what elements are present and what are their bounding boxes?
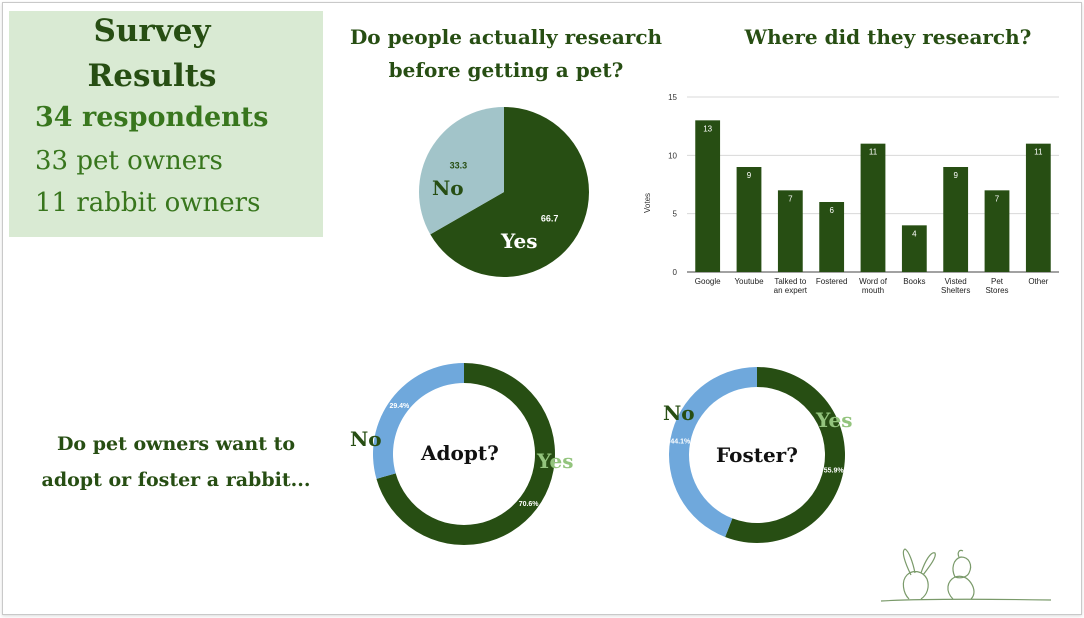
research-sources-bar-chart: 0 5 10 15 13 9 7 6 11 4 9 7 11 Google Youtube Talked … [643, 93, 1059, 295]
adopt-no-label: No [350, 427, 382, 451]
y-axis-label: Votes [643, 193, 652, 213]
bar-books [901, 225, 927, 272]
foster-donut-slice-yes [725, 367, 845, 543]
bar-youtube [736, 167, 762, 272]
bar-pet-stores [984, 190, 1010, 272]
adopt-foster-question: Do pet owners want to adopt or foster a … [13, 426, 339, 498]
rabbit-child-illustration [880, 548, 1052, 602]
research-pie-data-label-yes: 66.7 [541, 213, 559, 223]
bar-other [1025, 143, 1051, 272]
adopt-donut-chart: 70.6% 29.4% [373, 363, 555, 545]
adopt-foster-question-line1: Do pet owners want to [56, 433, 296, 455]
x-tick-label-word-of-mouth: Word of mouth [859, 277, 888, 295]
y-tick-label: 10 [668, 151, 677, 160]
research-pie-slice-yes [430, 107, 589, 277]
bar-value-talked-to-an-expert: 7 [788, 194, 793, 203]
rabbit-owners-count: 11 rabbit owners [35, 188, 261, 218]
bar-value-visted-shelters: 9 [953, 171, 958, 180]
x-tick-label-google: Google [695, 277, 721, 286]
bar-value-youtube: 9 [747, 171, 752, 180]
foster-donut-data-label-no: 44.1% [670, 439, 691, 446]
bar-value-word-of-mouth: 11 [869, 148, 878, 157]
research-question: Do people actually research before getti… [333, 21, 679, 87]
bar-word-of-mouth [860, 143, 886, 272]
bar-fostered [819, 202, 845, 272]
research-question-line1: Do people actually research [349, 25, 663, 49]
adopt-donut-data-label-yes: 70.6% [519, 501, 540, 508]
research-yes-label: Yes [501, 229, 538, 253]
respondents-count: 34 respondents [35, 102, 269, 133]
foster-yes-label: Yes [816, 408, 853, 432]
research-no-label: No [432, 176, 464, 200]
adopt-donut-data-label-no: 29.4% [389, 403, 410, 410]
foster-no-label: No [663, 401, 695, 425]
bar-value-pet-stores: 7 [995, 194, 1000, 203]
research-pie-slice-no [419, 107, 504, 235]
summary-title-line1: Survey [93, 13, 211, 49]
summary-title-line2: Results [87, 58, 217, 94]
bar-value-books: 4 [912, 229, 917, 238]
x-tick-label-pet-stores: Pet Stores [985, 277, 1008, 295]
bar-value-google: 13 [703, 124, 712, 133]
adopt-foster-question-line2: adopt or foster a rabbit... [41, 469, 311, 491]
bar-talked-to-an-expert [777, 190, 803, 272]
x-tick-label-youtube: Youtube [734, 277, 764, 286]
y-tick-label: 5 [673, 210, 678, 219]
foster-center-label: Foster? [716, 443, 798, 467]
rabbit-sketch [902, 548, 936, 600]
summary-panel: Survey Results 34 respondents 33 pet own… [9, 11, 323, 237]
research-pie-data-label-no: 33.3 [450, 161, 468, 171]
bar-google [695, 120, 721, 272]
x-tick-label-books: Books [903, 277, 925, 286]
foster-donut-data-label-yes: 55.9% [824, 467, 845, 474]
bar-value-other: 11 [1034, 148, 1043, 157]
ground-line [880, 598, 1052, 602]
y-tick-label: 0 [673, 268, 678, 277]
x-tick-label-talked-to-an-expert: Talked to an expert [774, 277, 808, 295]
where-question: Where did they research? [744, 25, 1032, 49]
x-tick-label-fostered: Fostered [816, 277, 848, 286]
x-tick-label-visted-shelters: Visted Shelters [941, 277, 970, 295]
foster-donut-chart: 55.9% 44.1% [669, 367, 845, 543]
bar-value-fostered: 6 [829, 206, 834, 215]
research-question-line2: before getting a pet? [388, 58, 624, 82]
foster-donut-slice-no [669, 367, 757, 538]
adopt-center-label: Adopt? [421, 441, 499, 465]
child-sketch [947, 549, 975, 600]
research-pie-chart: 66.7 33.3 [419, 107, 589, 277]
pet-owners-count: 33 pet owners [35, 146, 223, 176]
adopt-donut-slice-no [373, 363, 464, 479]
y-tick-label: 15 [668, 93, 677, 102]
x-tick-label-other: Other [1028, 277, 1048, 286]
bar-visted-shelters [943, 167, 969, 272]
adopt-yes-label: Yes [537, 449, 574, 473]
